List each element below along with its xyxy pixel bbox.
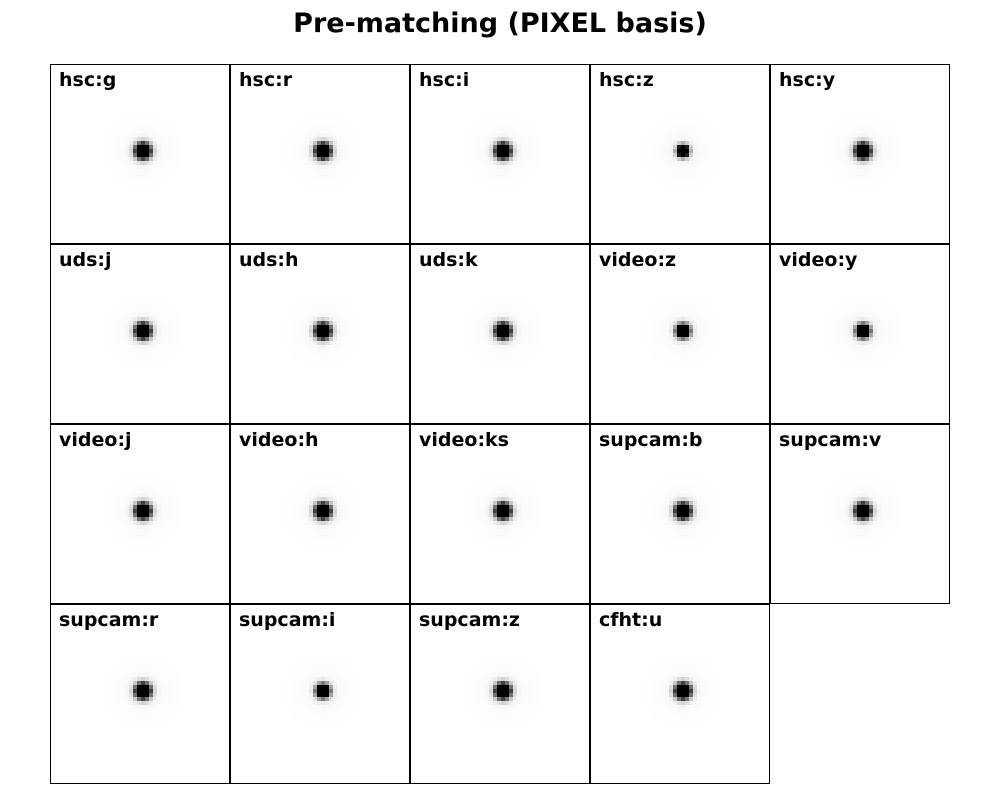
psf-image [273,461,373,561]
psf-image [453,641,553,741]
psf-image [633,641,733,741]
panel-label: uds:j [59,249,112,271]
psf-image [93,101,193,201]
panel-label: video:ks [419,429,509,451]
psf-panel-supcam-b: supcam:b [590,424,770,604]
panel-label: hsc:y [779,69,836,91]
psf-panel-supcam-z: supcam:z [410,604,590,784]
psf-panel-hsc-z: hsc:z [590,64,770,244]
psf-image [93,641,193,741]
psf-image [93,461,193,561]
panel-label: hsc:r [239,69,293,91]
psf-image [633,281,733,381]
panel-label: supcam:r [59,609,159,631]
psf-image [273,101,373,201]
psf-panel-cfht-u: cfht:u [590,604,770,784]
psf-panel-video-j: video:j [50,424,230,604]
psf-image [273,281,373,381]
panel-label: video:z [599,249,677,271]
psf-image [813,281,913,381]
panel-label: supcam:v [779,429,882,451]
panel-label: uds:k [419,249,478,271]
panel-label: video:h [239,429,319,451]
psf-image [453,461,553,561]
psf-image [93,281,193,381]
psf-panel-video-ks: video:ks [410,424,590,604]
psf-image [813,101,913,201]
psf-panel-supcam-v: supcam:v [770,424,950,604]
psf-panel-hsc-g: hsc:g [50,64,230,244]
chart-title: Pre-matching (PIXEL basis) [293,8,707,39]
psf-panel-uds-j: uds:j [50,244,230,424]
psf-image [453,281,553,381]
panel-label: cfht:u [599,609,663,631]
panel-label: supcam:z [419,609,520,631]
panel-label: hsc:i [419,69,470,91]
psf-panel-supcam-r: supcam:r [50,604,230,784]
psf-panel-supcam-i: supcam:i [230,604,410,784]
panel-label: supcam:i [239,609,336,631]
psf-image [633,101,733,201]
psf-panel-video-y: video:y [770,244,950,424]
panel-label: video:j [59,429,132,451]
panel-label: uds:h [239,249,299,271]
psf-panel-hsc-r: hsc:r [230,64,410,244]
psf-panel-uds-h: uds:h [230,244,410,424]
psf-panel-video-z: video:z [590,244,770,424]
panel-label: video:y [779,249,858,271]
panel-label: hsc:z [599,69,654,91]
panel-label: hsc:g [59,69,117,91]
psf-image [813,461,913,561]
psf-panel-hsc-y: hsc:y [770,64,950,244]
psf-panel-video-h: video:h [230,424,410,604]
psf-panel-hsc-i: hsc:i [410,64,590,244]
psf-image [273,641,373,741]
psf-image [633,461,733,561]
panel-label: supcam:b [599,429,703,451]
psf-panel-uds-k: uds:k [410,244,590,424]
psf-image [453,101,553,201]
